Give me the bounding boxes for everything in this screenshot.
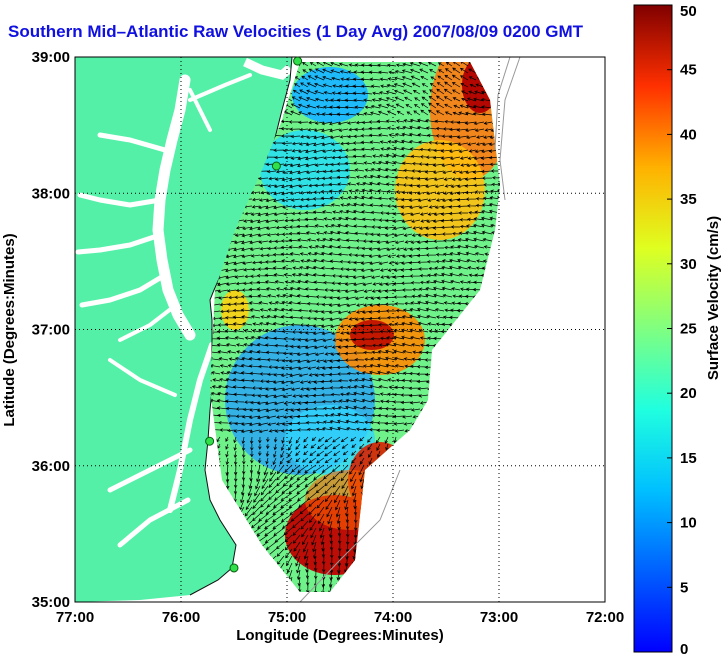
colorbar-tick-label: 20 <box>680 385 697 402</box>
station-marker <box>229 563 239 573</box>
gridlines <box>75 57 605 602</box>
bathymetry-contours <box>299 57 521 602</box>
y-tick-label: 35:00 <box>32 594 70 611</box>
station-marker <box>271 161 281 171</box>
map-title: Southern Mid–Atlantic Raw Velocities (1 … <box>8 22 584 41</box>
colorbar-tick-label: 10 <box>680 515 697 532</box>
y-axis-label: Latitude (Degrees:Minutes) <box>1 233 18 426</box>
x-tick-label: 73:00 <box>480 609 518 626</box>
x-axis-label: Longitude (Degrees:Minutes) <box>236 627 444 644</box>
y-tick-label: 38:00 <box>32 185 70 202</box>
station-marker <box>293 56 303 66</box>
chesapeake-bay <box>75 73 252 548</box>
colorbar-tick-label: 5 <box>680 579 688 596</box>
delaware-bay <box>243 57 293 80</box>
colorbar-tick-label: 50 <box>680 3 697 20</box>
station-markers <box>205 56 303 573</box>
y-axis: 39:00 38:00 37:00 36:00 35:00 <box>32 49 70 611</box>
plot-frame <box>74 56 606 603</box>
y-tick-label: 39:00 <box>32 49 70 66</box>
colorbar-tick-label: 15 <box>680 450 697 467</box>
station-marker <box>205 436 215 446</box>
colorbar-tick-label: 30 <box>680 256 697 273</box>
x-tick-label: 76:00 <box>162 609 200 626</box>
x-tick-label: 77:00 <box>56 609 94 626</box>
x-tick-label: 72:00 <box>586 609 624 626</box>
x-tick-label: 74:00 <box>374 609 412 626</box>
x-tick-label: 75:00 <box>268 609 306 626</box>
y-tick-label: 36:00 <box>32 458 70 475</box>
colorbar-tick-label: 25 <box>680 321 697 338</box>
colorbar-tick-label: 45 <box>680 62 697 79</box>
colorbar <box>633 4 673 653</box>
x-axis: 77:00 76:00 75:00 74:00 73:00 72:00 <box>56 609 624 626</box>
colorbar-label: Surface Velocity (cm/s) <box>705 216 722 380</box>
y-tick-label: 37:00 <box>32 322 70 339</box>
colorbar-tick-label: 35 <box>680 191 697 208</box>
colorbar-tick-label: 0 <box>680 641 688 658</box>
colorbar-tick-label: 40 <box>680 126 697 143</box>
